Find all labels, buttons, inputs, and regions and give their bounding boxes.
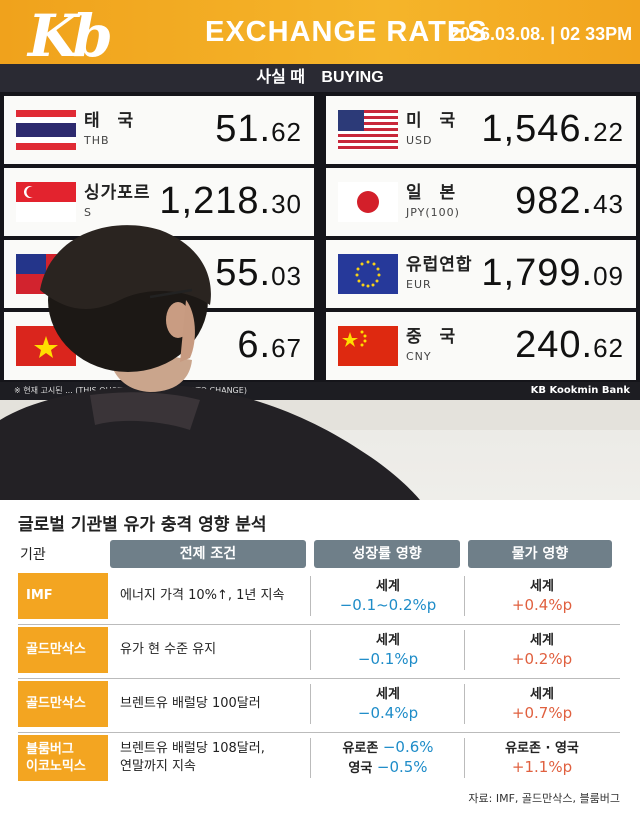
currency-code: CNY [406, 350, 432, 363]
eu-flag-icon [338, 254, 398, 294]
board-subheader: 사실 때 BUYING [0, 64, 640, 92]
rate-row: 중 국 CNY 240.62 [326, 312, 636, 380]
currency-code: JPY(100) [406, 206, 460, 219]
rate-row: 태 국 THB 51.62 [4, 96, 314, 164]
condition-cell: 에너지 가격 10%↑, 1년 지속 [120, 588, 285, 603]
japan-flag-icon [338, 182, 398, 222]
rate-row: 싱가포르 S 1,218.30 [4, 168, 314, 236]
table-row: 골드만삭스 브렌트유 배럴당 100달러 세계 −0.4%p 세계 +0.7%p [18, 678, 620, 730]
org-cell: 블룸버그 이코노믹스 [18, 735, 108, 781]
growth-cell: 유로존 −0.6% 영국 −0.5% [342, 738, 434, 776]
rate-row: 6.67 [4, 312, 314, 380]
price-cell: 유로존 · 영국 +1.1%p [505, 741, 579, 776]
header-growth: 성장률 영향 [314, 540, 460, 568]
currency-value: 982.43 [515, 180, 624, 222]
usa-flag-icon [338, 110, 398, 150]
table-row: 골드만삭스 유가 현 수준 유지 세계 −0.1%p 세계 +0.2%p [18, 624, 620, 676]
currency-name: 미 국 [406, 111, 462, 131]
board-datetime: 2026.03.08. | 02 33PM [450, 24, 633, 44]
condition-cell: 유가 현 수준 유지 [120, 642, 217, 657]
rate-row: 미 국 USD 1,546.22 [326, 96, 636, 164]
rate-row: 일 본 JPY(100) 982.43 [326, 168, 636, 236]
currency-name: 태 국 [84, 111, 140, 131]
org-cell: 골드만삭스 [18, 627, 108, 673]
bank-name: KB Kookmin Bank [530, 385, 630, 396]
table-row: 블룸버그 이코노믹스 브렌트유 배럴당 108달러, 연말까지 지속 유로존 −… [18, 732, 620, 784]
currency-value: 1,546.22 [481, 108, 624, 150]
board-footer: ※ 현재 고시된 ... (THIS QUOTATION IS SUBJECT … [0, 382, 640, 400]
china-flag-icon [338, 326, 398, 366]
buying-label-en: BUYING [321, 69, 384, 86]
header-condition: 전제 조건 [110, 540, 306, 568]
buying-label-ko: 사실 때 [256, 69, 305, 86]
exchange-rate-board: Kb EXCHANGE RATES 2026.03.08. | 02 33PM … [0, 0, 640, 400]
wall-ledge [0, 400, 640, 430]
board-header: Kb EXCHANGE RATES 2026.03.08. | 02 33PM [0, 0, 640, 70]
thailand-flag-icon [16, 110, 76, 150]
org-cell: 골드만삭스 [18, 681, 108, 727]
currency-value: 55.03 [215, 252, 302, 294]
currency-name: 유럽연합 [406, 255, 473, 275]
currency-name: 일 본 [406, 183, 462, 203]
table-row: IMF 에너지 가격 10%↑, 1년 지속 세계 −0.1~0.2%p 세계 … [18, 570, 620, 622]
growth-cell: 세계 −0.1%p [357, 633, 419, 668]
currency-code: S [84, 206, 92, 219]
rate-row: 55.03 [4, 240, 314, 308]
taiwan-flag-icon [16, 254, 76, 294]
rate-row: 유럽연합 EUR 1,799.09 [326, 240, 636, 308]
kb-logo: Kb [28, 2, 113, 70]
currency-value: 51.62 [215, 108, 302, 150]
currency-value: 1,218.30 [159, 180, 302, 222]
currency-name: 싱가포르 [84, 183, 151, 203]
price-cell: 세계 +0.2%p [511, 633, 573, 668]
header-org: 기관 [20, 547, 46, 563]
currency-code: THB [84, 134, 110, 147]
org-cell: IMF [18, 573, 108, 619]
oil-shock-analysis: 글로벌 기관별 유가 충격 영향 분석 기관 전제 조건 성장률 영향 물가 영… [0, 500, 640, 818]
condition-cell: 브렌트유 배럴당 108달러, 연말까지 지속 [120, 741, 265, 774]
growth-cell: 세계 −0.1~0.2%p [339, 579, 437, 614]
table-title: 글로벌 기관별 유가 충격 영향 분석 [18, 515, 267, 535]
currency-value: 240.62 [515, 324, 624, 366]
currency-code: USD [406, 134, 433, 147]
singapore-flag-icon [16, 182, 76, 222]
currency-name: 중 국 [406, 327, 462, 347]
condition-cell: 브렌트유 배럴당 100달러 [120, 696, 261, 711]
currency-value: 6.67 [237, 324, 302, 366]
header-price: 물가 영향 [468, 540, 612, 568]
currency-code: EUR [406, 278, 432, 291]
exchange-board-photo: Kb EXCHANGE RATES 2026.03.08. | 02 33PM … [0, 0, 640, 500]
price-cell: 세계 +0.4%p [511, 579, 573, 614]
price-cell: 세계 +0.7%p [511, 687, 573, 722]
currency-value: 1,799.09 [481, 252, 624, 294]
growth-cell: 세계 −0.4%p [357, 687, 419, 722]
quotation-note: ※ 현재 고시된 ... (THIS QUOTATION IS SUBJECT … [14, 386, 247, 395]
board-title: EXCHANGE RATES [205, 16, 488, 48]
vietnam-flag-icon [16, 326, 76, 366]
source-note: 자료: IMF, 골드만삭스, 블룸버그 [468, 792, 620, 805]
